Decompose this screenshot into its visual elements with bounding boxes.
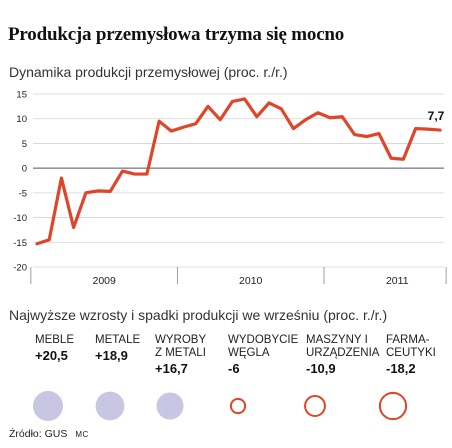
bubbles-title: Najwyższe wzrosty i spadki produkcji we … <box>9 307 388 323</box>
y-tick-label: 15 <box>16 90 27 101</box>
bubble-label: MEBLE <box>35 334 74 346</box>
bubble-label: MASZYNY I URZĄDZENIA <box>306 334 380 359</box>
bubble-label: WYROBY Z METALI <box>155 334 207 359</box>
bubble-value: +20,5 <box>35 348 68 363</box>
bubble-item: WYROBY Z METALI +16,7 <box>155 334 206 376</box>
y-tick-label: -15 <box>13 238 27 249</box>
line-chart: 15 10 5 0 -5 -10 -15 -20 2009 2010 2011 7,7 <box>13 90 447 284</box>
bubble-filled <box>95 391 125 421</box>
y-tick-label: 0 <box>22 164 27 175</box>
bubble-value: +18,9 <box>95 348 128 363</box>
headline: Produkcja przemysłowa trzyma się mocno <box>8 24 345 45</box>
y-tick-label: -20 <box>13 263 27 274</box>
bubble-item: MEBLE +20,5 <box>35 334 74 363</box>
bubble-ring <box>229 397 247 415</box>
chart-title: Dynamika produkcji przemysłowej (proc. r… <box>9 64 288 80</box>
bubble-label: WYDOBYCIE WĘGLA <box>228 334 299 359</box>
x-year-label: 2009 <box>92 275 116 284</box>
bubble-value: -6 <box>228 361 240 376</box>
y-tick-label: 5 <box>22 139 27 150</box>
author-initials: MC <box>75 430 89 439</box>
series-line <box>35 97 442 246</box>
bubble-item: MASZYNY I URZĄDZENIA -10,9 <box>306 334 379 376</box>
y-tick-label: -10 <box>13 213 27 224</box>
x-year-label: 2011 <box>386 275 409 284</box>
bubble-item: WYDOBYCIE WĘGLA -6 <box>228 334 298 376</box>
source-text: Źródło: GUS <box>9 428 68 440</box>
bubble-filled <box>33 391 63 421</box>
bubble-filled <box>156 392 184 420</box>
bubble-label: FARMA- CEUTYKI <box>386 334 436 359</box>
data-label: 7,7 <box>428 109 445 123</box>
bubble-ring <box>378 391 408 421</box>
x-year-label: 2010 <box>239 275 263 284</box>
bubble-chart <box>33 391 408 421</box>
source-note: Źródło: GUS MC <box>9 428 89 440</box>
bubble-ring <box>304 395 326 417</box>
bubble-item: METALE +18,9 <box>95 334 140 363</box>
bubble-value: +16,7 <box>155 361 188 376</box>
y-tick-label: 10 <box>16 114 27 125</box>
bubble-item: FARMA- CEUTYKI -18,2 <box>386 334 436 376</box>
y-tick-label: -5 <box>19 188 27 199</box>
bubble-label: METALE <box>95 334 141 346</box>
bubble-value: -10,9 <box>306 361 336 376</box>
bubble-value: -18,2 <box>386 361 416 376</box>
